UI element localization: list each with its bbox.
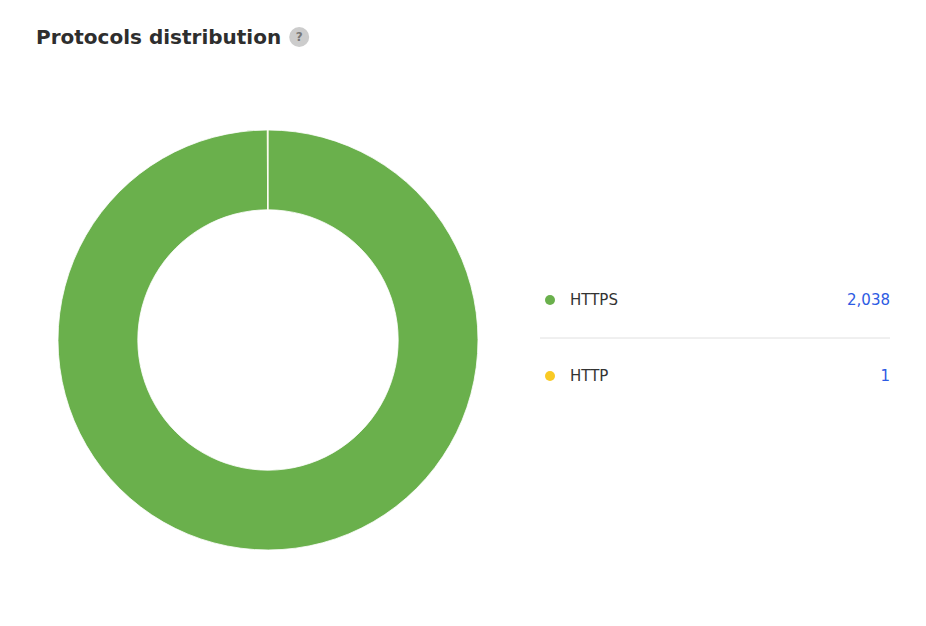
donut-slice [267,130,269,210]
annotation: ? [296,30,303,44]
donut-slice [58,130,478,550]
title: Protocols distribution [36,25,281,49]
legend-swatch [545,295,555,305]
legend: HTTPS 2,038 HTTP 1 [540,291,890,385]
legend-count: 1 [880,367,890,385]
legend-label: HTTP [570,367,608,385]
legend-separator [540,338,890,339]
chart: Protocols distribution? HTTPS 2,038 HTTP 1 [0,0,926,626]
legend-label: HTTPS [570,291,618,309]
donut [58,130,478,550]
help-icon [289,27,309,47]
legend-swatch [545,371,555,381]
legend-count: 2,038 [847,291,890,309]
